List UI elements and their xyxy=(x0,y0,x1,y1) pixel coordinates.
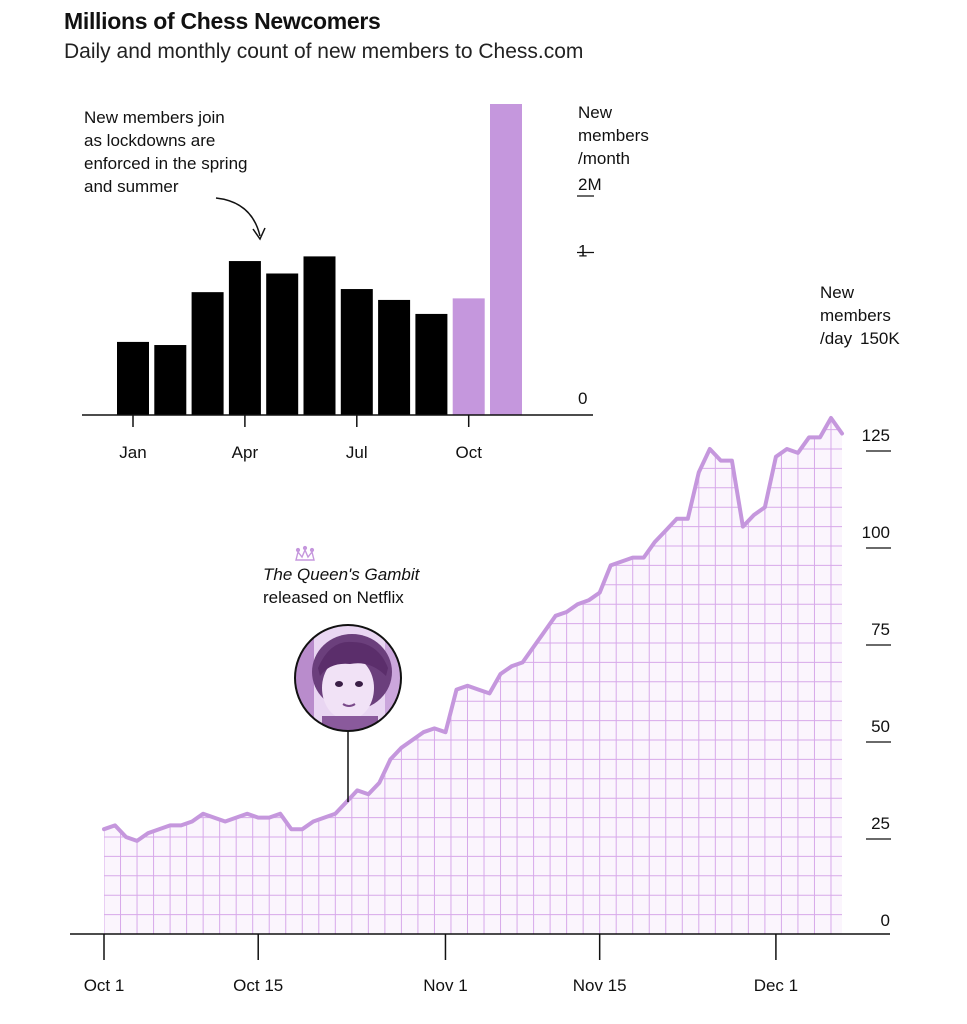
bar-jul xyxy=(340,289,373,415)
daily-xtick-label: Nov 15 xyxy=(573,976,627,995)
bar-sep xyxy=(415,313,448,415)
daily-ytick-label: 125 xyxy=(862,426,890,445)
crown-icon xyxy=(295,545,315,561)
lockdown-annotation-line-3: enforced in the spring xyxy=(84,154,248,173)
bar-jan xyxy=(117,341,149,415)
bar-may xyxy=(266,273,299,415)
monthly-xtick-label: Jul xyxy=(346,443,368,462)
bar-aug xyxy=(378,299,411,415)
daily-ytick-label: 0 xyxy=(881,911,890,930)
daily-series-line xyxy=(102,416,844,843)
monthly-ytick-label: 1 xyxy=(578,242,587,261)
monthly-ytick-label: 2M xyxy=(578,175,602,194)
monthly-xtick-label: Jan xyxy=(119,443,146,462)
daily-xtick-label: Oct 15 xyxy=(233,976,283,995)
monthly-chart: Jan Apr Jul Oct 2M 1 0 New members /month New… xyxy=(82,103,649,462)
bar-feb xyxy=(154,345,187,415)
daily-xtick-label: Nov 1 xyxy=(423,976,467,995)
chart-subtitle: Daily and monthly count of new members t… xyxy=(64,40,584,63)
bar-mar xyxy=(191,292,224,415)
annotation-netflix-line: released on Netflix xyxy=(263,588,404,607)
daily-ylabel-line-1: New xyxy=(820,283,855,302)
monthly-ytick-label: 0 xyxy=(578,389,587,408)
monthly-ylabel-line-1: New xyxy=(578,103,613,122)
bar-oct xyxy=(452,298,485,415)
daily-xtick-label: Dec 1 xyxy=(754,976,798,995)
lockdown-annotation-line-2: as lockdowns are xyxy=(84,131,215,150)
lockdown-annotation-line-4: and summer xyxy=(84,177,179,196)
arrowhead-icon xyxy=(252,227,266,241)
daily-ylabel-line-2: members xyxy=(820,306,891,325)
lockdown-annotation-line-1: New members join xyxy=(84,108,225,127)
monthly-xtick-label: Oct xyxy=(455,443,482,462)
daily-area-fill xyxy=(104,418,842,934)
chart-title: Millions of Chess Newcomers xyxy=(64,8,381,34)
daily-ytop-label: 150K xyxy=(860,329,900,348)
queens-gambit-annotation: The Queen's Gambit released on Netflix xyxy=(263,545,421,803)
portrait-image xyxy=(294,624,402,732)
daily-ytick-label: 50 xyxy=(871,717,890,736)
lockdown-annotation: New members join as lockdowns are enforc… xyxy=(84,108,266,241)
annotation-show-title: The Queen's Gambit xyxy=(263,565,421,584)
daily-ytick-label: 100 xyxy=(862,523,890,542)
bar-jun xyxy=(303,256,336,415)
daily-ytick-label: 25 xyxy=(871,814,890,833)
monthly-ylabel-line-2: members xyxy=(578,126,649,145)
monthly-xtick-label: Apr xyxy=(232,443,259,462)
daily-ytick-label: 75 xyxy=(871,620,890,639)
monthly-ylabel-line-3: /month xyxy=(578,149,630,168)
daily-ylabel-line-3: /day xyxy=(820,329,853,348)
annotation-arrow-icon xyxy=(215,197,261,237)
daily-xtick-label: Oct 1 xyxy=(84,976,125,995)
bar-apr xyxy=(228,261,261,415)
bar-nov xyxy=(490,104,522,415)
